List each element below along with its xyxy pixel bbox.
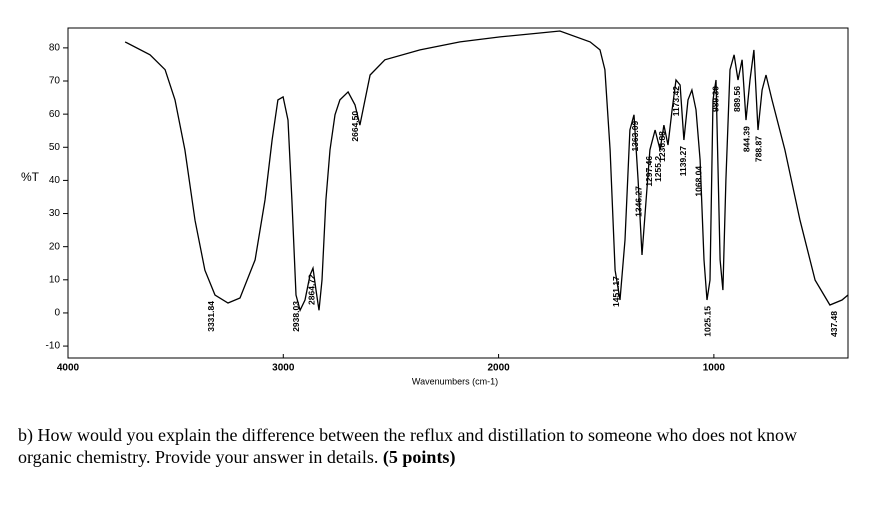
plot-frame (67, 27, 849, 359)
y-tick-label: 30 (49, 208, 61, 219)
peak-label: 1363.09 (630, 121, 640, 152)
y-tick-label: 40 (49, 175, 61, 186)
peak-label: 844.39 (742, 126, 752, 152)
peak-label: 1297.46 (644, 156, 654, 187)
peak-label: 1236.88 (657, 131, 667, 162)
y-tick-label: 10 (49, 274, 61, 285)
y-axis-label: %T (21, 170, 40, 184)
y-tick-label: 80 (49, 43, 61, 54)
peak-label: 1068.04 (693, 166, 703, 197)
peak-label: 2864.72 (307, 274, 317, 305)
peak-label: 2664.50 (350, 111, 360, 142)
y-tick-label: 50 (49, 142, 61, 153)
peak-label: 989.30 (710, 86, 720, 112)
y-tick-label: 70 (49, 76, 61, 87)
question-text: b) How would you explain the difference … (18, 425, 797, 467)
peak-label: 1173.42 (671, 86, 681, 117)
peak-label: 437.48 (829, 311, 839, 337)
y-tick-label: 60 (49, 109, 61, 120)
peak-label: 2938.03 (291, 301, 301, 332)
chart: %T Wavenumbers (cm-1) -10 0 10 20 30 40 50 60 70… (21, 27, 849, 386)
spectrum-line (124, 30, 849, 313)
x-tick-label: 1000 (703, 363, 726, 374)
y-tick-label: 20 (49, 241, 61, 252)
peak-label: 3331.84 (206, 301, 216, 332)
y-tick-label: 0 (54, 308, 60, 319)
peak-label: 788.87 (754, 136, 764, 162)
x-tick-label: 4000 (57, 363, 80, 374)
peak-label: 1255.2 (653, 156, 663, 182)
y-tick-label: -10 (46, 341, 61, 352)
question-points: (5 points) (382, 447, 456, 467)
peak-label: 1139.27 (678, 146, 688, 177)
peak-label: 1346.27 (634, 186, 644, 217)
x-axis-label: Wavenumbers (cm-1) (412, 376, 498, 386)
x-tick-label: 2000 (487, 363, 510, 374)
question: b) How would you explain the difference … (18, 424, 848, 468)
peak-label: 1025.15 (703, 306, 713, 337)
peak-label: 1451.17 (611, 276, 621, 307)
x-tick-label: 3000 (272, 363, 295, 374)
peak-label: 889.56 (732, 86, 742, 112)
